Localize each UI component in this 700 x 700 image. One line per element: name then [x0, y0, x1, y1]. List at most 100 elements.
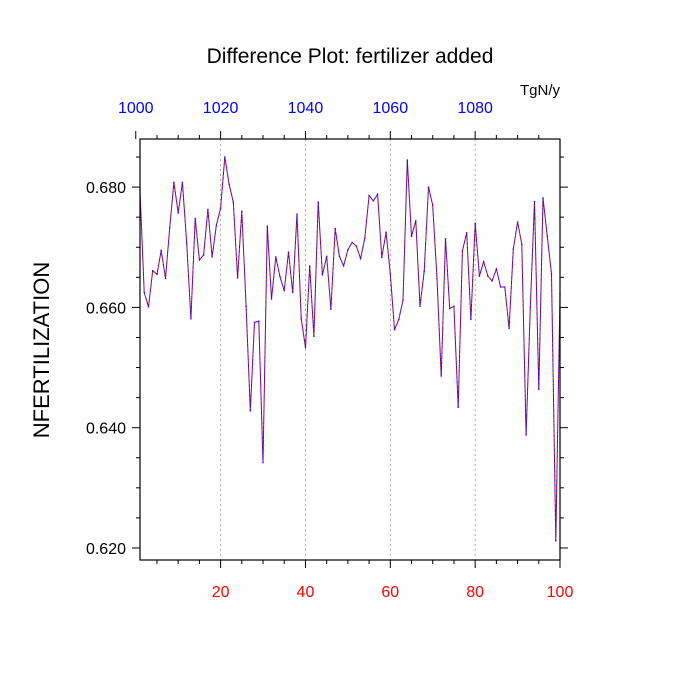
data-point [461, 250, 464, 252]
data-point [181, 181, 184, 184]
data-point [376, 193, 379, 196]
data-point [533, 200, 536, 203]
data-point [482, 260, 485, 263]
data-point [487, 275, 489, 277]
data-point [185, 242, 188, 244]
data-point [431, 204, 434, 206]
y-tick-label-0.660: 0.660 [86, 300, 126, 317]
data-point [368, 194, 370, 197]
data-point [538, 388, 540, 391]
data-point [402, 299, 404, 302]
data-point [245, 305, 247, 308]
data-point [283, 289, 286, 292]
data-point [529, 306, 532, 309]
data-point [342, 265, 345, 267]
data-point [296, 213, 298, 215]
data-point [156, 273, 158, 276]
axis-ticks [132, 131, 568, 568]
data-point [279, 275, 281, 278]
data-point [232, 201, 235, 203]
data-point [321, 274, 324, 276]
data-point [253, 321, 256, 324]
series-line-red [139, 156, 561, 541]
data-point [525, 434, 527, 436]
data-point [546, 235, 549, 238]
data-point [215, 224, 218, 226]
data-point [381, 256, 383, 259]
data-point [448, 307, 451, 310]
data-point [542, 197, 544, 199]
data-point [325, 255, 328, 258]
data-point [300, 317, 303, 320]
data-point [521, 243, 523, 245]
units-label: TgN/y [520, 82, 561, 99]
data-point [359, 257, 362, 260]
data-point [355, 245, 358, 247]
data-point [275, 256, 277, 258]
data-point [190, 318, 192, 320]
data-point [334, 227, 337, 230]
data-point [415, 220, 417, 222]
data-point [330, 308, 332, 311]
top-tick-label-1020: 1020 [203, 100, 239, 117]
data-point [423, 270, 426, 273]
data-point [389, 272, 392, 275]
data-point [351, 241, 353, 244]
data-point [160, 249, 162, 252]
data-point [385, 231, 387, 233]
data-point [173, 181, 175, 184]
top-tick-label-1000: 1000 [118, 100, 154, 117]
data-point [168, 227, 171, 229]
data-point [207, 208, 209, 211]
data-point [317, 201, 320, 203]
data-point [266, 225, 269, 227]
data-point [241, 210, 243, 212]
data-point [347, 248, 349, 251]
top-tick-label-1040: 1040 [288, 100, 324, 117]
bottom-tick-label-40: 40 [297, 584, 315, 601]
data-point [474, 222, 477, 224]
data-point [436, 277, 438, 280]
data-point [470, 318, 472, 321]
data-point [499, 286, 502, 288]
y-tick-label-0.640: 0.640 [86, 421, 126, 438]
data-point [202, 254, 205, 256]
top-tick-label-1060: 1060 [373, 100, 409, 117]
y-tick-label-0.680: 0.680 [86, 180, 126, 197]
series-line-blue [139, 156, 561, 541]
data-point [236, 277, 239, 279]
data-point [287, 251, 290, 253]
data-point [177, 212, 179, 214]
data-point [508, 327, 510, 330]
top-tick-label-1080: 1080 [457, 100, 493, 117]
data-point [440, 375, 443, 377]
data-point [143, 291, 145, 294]
data-point [262, 461, 264, 464]
data-point [419, 305, 421, 308]
data-point [410, 235, 413, 238]
data-point [372, 200, 375, 202]
data-point [516, 221, 519, 223]
series-layer [139, 156, 561, 542]
data-point [194, 217, 196, 220]
y-axis-label: NFERTILIZATION [29, 262, 54, 438]
data-point [444, 238, 447, 240]
data-point [151, 269, 154, 272]
data-point [393, 328, 396, 331]
data-point [338, 255, 341, 258]
data-point [406, 159, 409, 161]
data-point [258, 320, 260, 323]
data-point [224, 156, 226, 158]
bottom-tick-label-100: 100 [547, 584, 574, 601]
tick-labels: 20 40 60 80 100 1000 1020 1040 1060 1080 0.620 0.64… [86, 100, 573, 601]
bottom-tick-label-20: 20 [212, 584, 230, 601]
data-point [504, 286, 506, 288]
data-point [427, 186, 430, 188]
bottom-tick-label-60: 60 [381, 584, 399, 601]
data-point [465, 232, 468, 234]
gridlines [220, 139, 476, 560]
data-point [512, 248, 515, 250]
data-point [147, 306, 150, 308]
data-point [308, 265, 311, 267]
